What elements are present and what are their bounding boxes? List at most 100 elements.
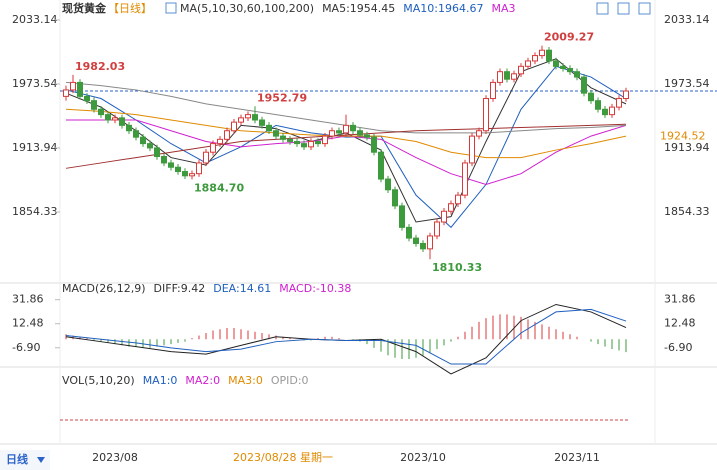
- candle-body: [490, 81, 496, 100]
- candle-body: [308, 140, 314, 148]
- annotation: 1982.03: [75, 60, 125, 73]
- y-tick-label: 1913.94: [12, 141, 58, 154]
- candle-body: [154, 147, 160, 158]
- right-label: 1924.52: [660, 130, 706, 143]
- candle-body: [315, 140, 321, 145]
- icon[interactable]: [638, 2, 651, 15]
- y-tick-label: 2033.14: [12, 13, 58, 26]
- chart-period: 【日线】: [108, 1, 152, 15]
- candle-body: [420, 242, 426, 250]
- candle-body: [280, 135, 286, 140]
- toolbar-icons[interactable]: [596, 2, 651, 15]
- candle-body: [84, 95, 90, 102]
- candle-body: [245, 114, 251, 119]
- y-tick-label-right: 1973.54: [664, 77, 710, 90]
- candle-body: [266, 124, 272, 132]
- legend-item: MA3: [492, 2, 516, 15]
- macd-tick-label-right: -6.90: [664, 341, 692, 354]
- legend-item: MA5:1954.45: [322, 2, 395, 15]
- candle-body: [336, 130, 342, 134]
- candle-body: [189, 173, 195, 177]
- chart-title: 现货黄金: [62, 1, 107, 15]
- candle-body: [497, 71, 503, 83]
- candle-body: [392, 189, 398, 207]
- candle-body: [210, 143, 216, 153]
- period-button-label[interactable]: 日线: [6, 452, 28, 466]
- candle-body: [301, 143, 307, 148]
- candle-body: [546, 49, 552, 62]
- annotation: 1884.70: [194, 181, 244, 194]
- candle-body: [322, 135, 328, 145]
- candle-body: [364, 134, 370, 138]
- candle-body: [182, 171, 188, 177]
- legend-icon: [165, 2, 177, 14]
- candle-body: [224, 130, 230, 140]
- x-tick-label: 2023/11: [554, 451, 600, 464]
- candle-body: [623, 90, 629, 100]
- candle-body: [357, 130, 363, 136]
- dropdown-arrow[interactable]: [37, 457, 45, 463]
- macd-tick-label: 12.48: [12, 317, 44, 330]
- x-tick-label: 2023/10: [400, 451, 446, 464]
- candle-body: [140, 136, 146, 145]
- candle-body: [63, 89, 69, 97]
- legend-item: MACD:-10.38: [279, 282, 351, 295]
- candle-body: [553, 60, 559, 67]
- macd-tick-label: 31.86: [12, 293, 44, 306]
- legend-item: OPID:0: [271, 374, 309, 387]
- candle-body: [588, 92, 594, 102]
- legend-item: MA(5,10,30,60,100,200): [180, 2, 314, 15]
- candle-body: [511, 73, 517, 80]
- candle-body: [133, 130, 139, 138]
- annotation: 1952.79: [257, 91, 307, 104]
- candle-body: [112, 117, 118, 121]
- candle-body: [196, 162, 202, 175]
- candle-body: [518, 65, 524, 75]
- candle-body: [91, 100, 97, 110]
- candle-body: [105, 114, 111, 121]
- candle-body: [469, 135, 475, 164]
- candle-body: [560, 65, 566, 69]
- candle-body: [294, 140, 300, 145]
- candle-body: [119, 117, 125, 126]
- candle-body: [287, 138, 293, 142]
- candle-body: [371, 136, 377, 153]
- y-tick-label-right: 1913.94: [664, 141, 710, 154]
- candle-body: [343, 124, 349, 134]
- candle-body: [175, 166, 181, 173]
- candle-body: [574, 71, 580, 78]
- period-button[interactable]: [0, 450, 50, 470]
- candle-body: [413, 237, 419, 244]
- candle-body: [70, 81, 76, 91]
- y-tick-label-right: 1854.33: [664, 205, 710, 218]
- candle-body: [462, 162, 468, 196]
- macd-tick-label-right: 31.86: [664, 293, 696, 306]
- legend-item: MA10:1964.67: [403, 2, 483, 15]
- candle-body: [77, 81, 83, 97]
- candle-body: [273, 130, 279, 137]
- icon[interactable]: [617, 2, 630, 15]
- icon[interactable]: [596, 2, 609, 15]
- x-tick-label: 2023/08: [92, 451, 138, 464]
- ma-line: [65, 65, 627, 229]
- y-tick-label: 1973.54: [12, 77, 58, 90]
- legend-item: MA1:0: [143, 374, 178, 387]
- macd-line: [65, 308, 627, 365]
- candle-body: [259, 119, 265, 126]
- candle-body: [231, 121, 237, 132]
- candle-body: [126, 124, 132, 132]
- legend-item: DIFF:9.42: [154, 282, 206, 295]
- y-tick-label: 1854.33: [12, 205, 58, 218]
- candle-body: [399, 205, 405, 228]
- candle-body: [378, 151, 384, 180]
- candle-body: [581, 76, 587, 94]
- legend-item: MA2:0: [185, 374, 220, 387]
- candle-body: [567, 67, 573, 73]
- candle-body: [427, 235, 433, 250]
- candle-body: [385, 178, 391, 191]
- candle-body: [350, 124, 356, 132]
- candle-body: [539, 49, 545, 57]
- legend-item: MACD(26,12,9): [62, 282, 146, 295]
